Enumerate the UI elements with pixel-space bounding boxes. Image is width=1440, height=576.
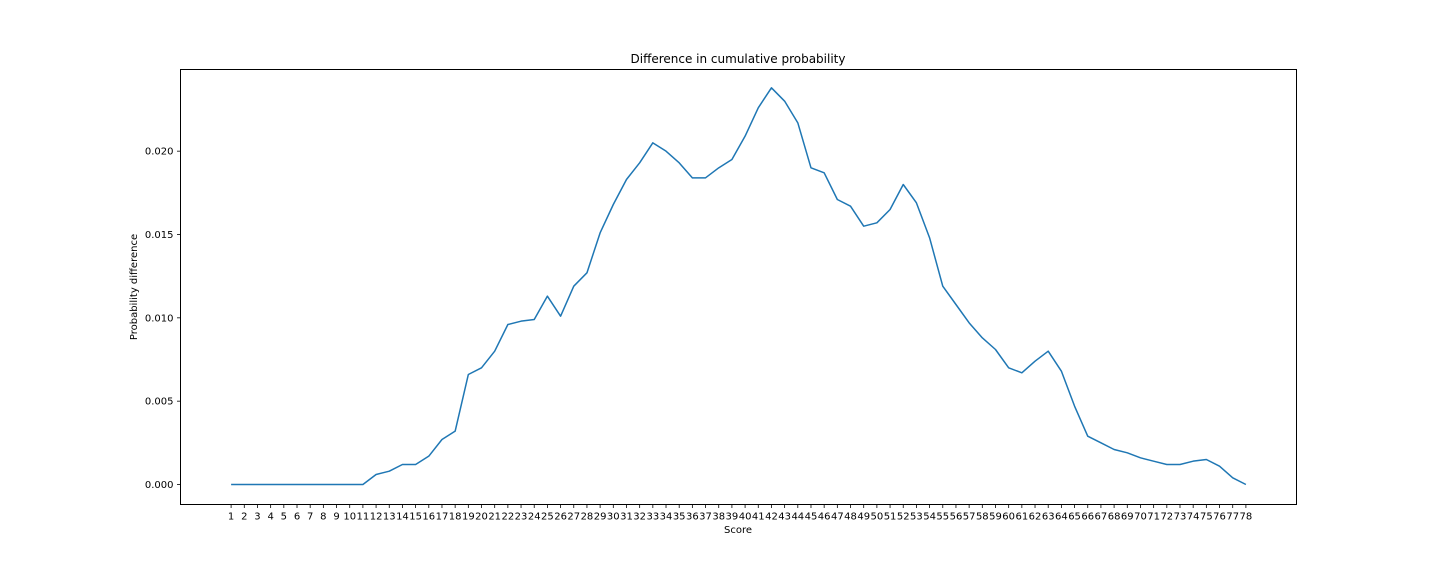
x-tick-label: 42 — [765, 512, 778, 523]
y-axis: 0.000 0.005 0.010 0.015 0.020 — [145, 147, 181, 491]
x-tick-label: 34 — [660, 512, 673, 523]
x-tick-label: 38 — [712, 512, 725, 523]
x-tick-label: 16 — [422, 512, 435, 523]
y-tick-label: 0.010 — [145, 313, 174, 324]
x-tick-label: 20 — [475, 512, 488, 523]
x-tick-label: 41 — [752, 512, 765, 523]
x-tick-label: 14 — [396, 512, 409, 523]
x-tick-label: 29 — [594, 512, 607, 523]
x-tick-label: 67 — [1095, 512, 1108, 523]
x-tick-label: 12 — [370, 512, 383, 523]
x-tick-label: 57 — [963, 512, 976, 523]
y-tick-label: 0.020 — [145, 147, 174, 158]
x-tick-label: 55 — [936, 512, 949, 523]
x-tick-label: 19 — [462, 512, 475, 523]
x-tick-label: 47 — [831, 512, 844, 523]
x-tick-label: 37 — [699, 512, 712, 523]
x-tick-label: 69 — [1121, 512, 1134, 523]
x-tick-label: 46 — [818, 512, 831, 523]
x-axis-label: Score — [724, 525, 752, 536]
x-tick-label: 39 — [726, 512, 739, 523]
x-tick-label: 4 — [267, 512, 273, 523]
x-tick-label: 49 — [857, 512, 870, 523]
x-tick-label: 7 — [307, 512, 313, 523]
x-tick-label: 58 — [976, 512, 989, 523]
y-tick-label: 0.005 — [145, 397, 174, 408]
x-tick-label: 10 — [343, 512, 356, 523]
x-tick-label: 50 — [871, 512, 884, 523]
x-tick-label: 40 — [739, 512, 752, 523]
x-tick-label: 54 — [923, 512, 936, 523]
x-tick-label: 26 — [554, 512, 567, 523]
x-tick-label: 23 — [515, 512, 528, 523]
x-tick-label: 64 — [1055, 512, 1068, 523]
x-tick-label: 30 — [607, 512, 620, 523]
x-tick-label: 72 — [1160, 512, 1173, 523]
x-tick-label: 13 — [383, 512, 396, 523]
x-tick-label: 35 — [673, 512, 686, 523]
chart-title: Difference in cumulative probability — [631, 52, 846, 66]
x-tick-label: 59 — [989, 512, 1002, 523]
x-tick-label: 6 — [294, 512, 300, 523]
x-tick-label: 65 — [1068, 512, 1081, 523]
x-tick-label: 60 — [1002, 512, 1015, 523]
x-tick-label: 31 — [620, 512, 633, 523]
x-tick-label: 45 — [805, 512, 818, 523]
x-tick-label: 8 — [320, 512, 326, 523]
x-tick-label: 1 — [228, 512, 234, 523]
x-tick-label: 5 — [281, 512, 287, 523]
x-tick-label: 3 — [254, 512, 260, 523]
x-tick-label: 21 — [488, 512, 501, 523]
x-tick-label: 36 — [686, 512, 699, 523]
series-line — [231, 87, 1247, 486]
x-tick-label: 71 — [1147, 512, 1160, 523]
x-tick-label: 66 — [1081, 512, 1094, 523]
x-tick-label: 70 — [1134, 512, 1147, 523]
x-tick-label: 48 — [844, 512, 857, 523]
x-tick-label: 63 — [1042, 512, 1055, 523]
x-tick-label: 75 — [1200, 512, 1213, 523]
x-tick-label: 2 — [241, 512, 247, 523]
x-tick-label: 43 — [778, 512, 791, 523]
plot-frame — [180, 69, 1297, 505]
y-tick-label: 0.000 — [145, 480, 174, 491]
x-tick-label: 61 — [1015, 512, 1028, 523]
x-tick-label: 28 — [581, 512, 594, 523]
x-tick-label: 77 — [1226, 512, 1239, 523]
x-tick-label: 15 — [409, 512, 422, 523]
x-tick-label: 74 — [1187, 512, 1200, 523]
x-tick-label: 27 — [567, 512, 580, 523]
x-tick-label: 53 — [910, 512, 923, 523]
x-tick-label: 33 — [646, 512, 659, 523]
x-tick-label: 18 — [449, 512, 462, 523]
x-tick-label: 56 — [950, 512, 963, 523]
x-tick-label: 24 — [528, 512, 541, 523]
x-tick-label: 25 — [541, 512, 554, 523]
x-tick-label: 68 — [1108, 512, 1121, 523]
x-tick-label: 76 — [1213, 512, 1226, 523]
x-tick-label: 78 — [1240, 512, 1253, 523]
x-tick-label: 9 — [333, 512, 339, 523]
x-tick-label: 51 — [884, 512, 897, 523]
y-axis-label: Probability difference — [129, 234, 140, 340]
x-tick-label: 22 — [501, 512, 514, 523]
x-tick-label: 17 — [436, 512, 449, 523]
x-tick-label: 44 — [791, 512, 804, 523]
y-tick-label: 0.015 — [145, 230, 174, 241]
x-axis: 1 2 3 4 5 6 7 8 9 10 11 12 13 14 15 16 17 18 19 20 21 22 23 24 2… — [228, 504, 1253, 523]
x-tick-label: 73 — [1174, 512, 1187, 523]
x-tick-label: 11 — [357, 512, 370, 523]
x-tick-label: 52 — [897, 512, 910, 523]
x-tick-label: 62 — [1029, 512, 1042, 523]
x-tick-label: 32 — [633, 512, 646, 523]
